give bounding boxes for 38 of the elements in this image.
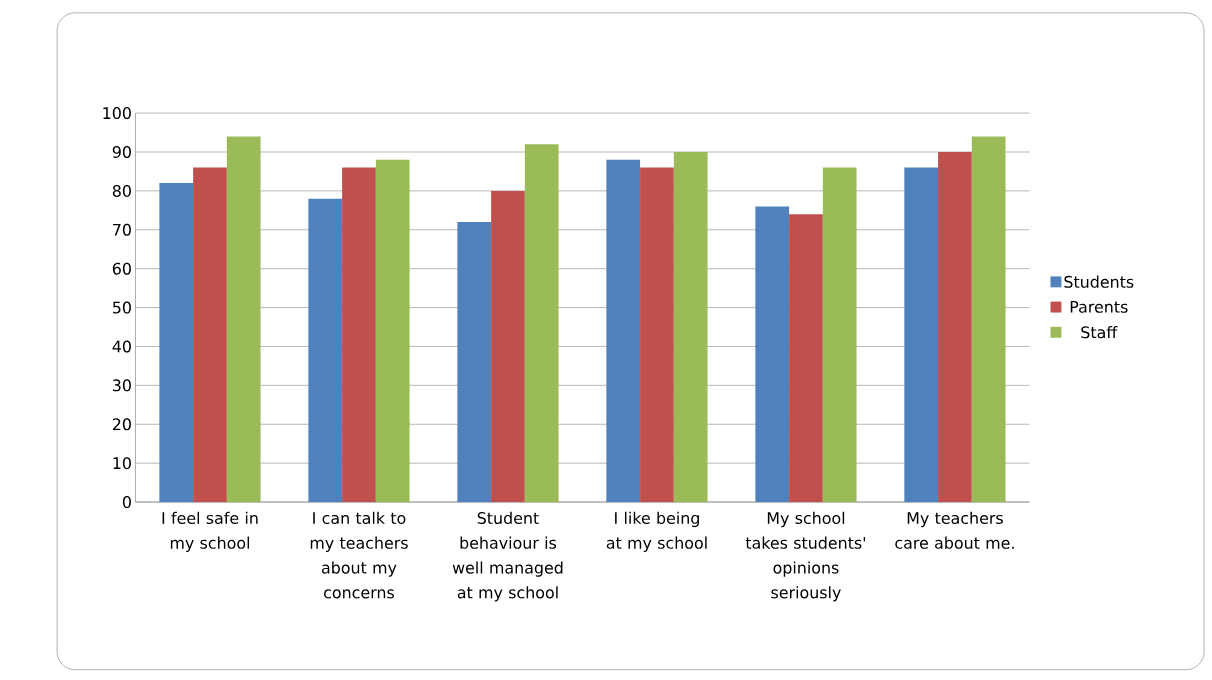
x-tick-label: I feel safe in my school <box>162 511 258 553</box>
bar <box>342 167 376 503</box>
y-tick-label: 50 <box>113 301 131 314</box>
bar <box>938 152 972 503</box>
y-tick-label: 80 <box>112 185 131 198</box>
bar <box>375 159 410 503</box>
bar <box>159 183 194 503</box>
legend-label: Staff <box>1081 326 1118 339</box>
y-tick-label: 70 <box>113 223 131 236</box>
bar <box>789 214 823 503</box>
bar <box>226 136 261 503</box>
x-tick-label: I like being at my school <box>606 511 707 553</box>
y-tick-label: 90 <box>112 146 131 159</box>
bar <box>491 191 525 503</box>
bar <box>673 152 708 503</box>
x-tick-label: My school takes students' opinions seriously <box>745 511 866 602</box>
bar <box>457 222 492 503</box>
bar <box>755 206 790 503</box>
y-tick-label: 40 <box>112 340 131 353</box>
bar <box>822 167 857 503</box>
bar <box>640 167 674 503</box>
y-tick-label: 10 <box>113 457 131 470</box>
y-tick-label: 20 <box>112 418 131 431</box>
y-tick-label: 0 <box>122 496 131 509</box>
bar <box>971 136 1006 503</box>
y-tick-label: 60 <box>112 262 131 275</box>
legend-label: Students <box>1064 275 1134 289</box>
bar <box>606 159 641 503</box>
bar <box>524 144 559 503</box>
bar <box>193 167 227 503</box>
y-tick-label: 100 <box>103 107 131 120</box>
x-tick-label: Student behaviour is well managed at my school <box>452 511 563 602</box>
bar <box>904 167 939 503</box>
bar <box>308 198 343 503</box>
x-tick-label: I can talk to my teachers about my concerns <box>310 511 408 599</box>
x-tick-label: My teachers care about me. <box>895 511 1014 550</box>
y-tick-label: 30 <box>112 379 131 392</box>
legend-label: Parents <box>1070 301 1128 313</box>
